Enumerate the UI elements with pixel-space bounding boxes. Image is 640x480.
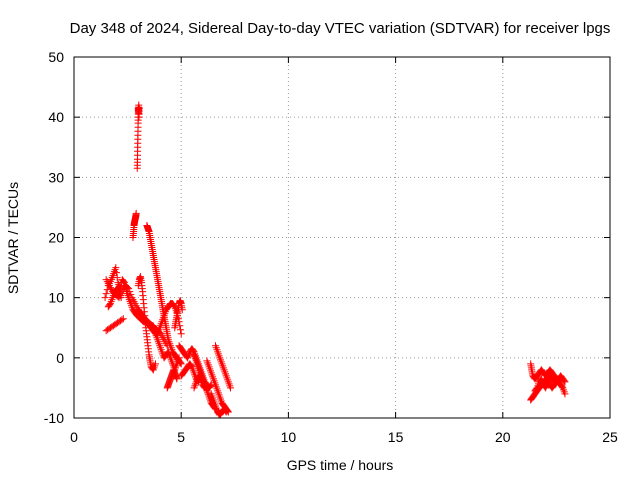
data-point	[151, 329, 159, 337]
data-point	[550, 378, 558, 386]
data-point	[222, 407, 230, 415]
data-point	[177, 330, 185, 338]
data-point	[176, 326, 184, 334]
data-point	[135, 104, 143, 112]
data-point	[227, 384, 235, 392]
chart-title: Day 348 of 2024, Sidereal Day-to-day VTE…	[70, 20, 611, 37]
data-point	[173, 375, 181, 383]
data-point	[561, 390, 569, 398]
data-point	[118, 316, 126, 324]
data-point	[117, 294, 125, 302]
data-point	[189, 347, 197, 355]
data-point	[175, 354, 183, 362]
data-point	[222, 408, 230, 416]
data-point	[187, 362, 195, 370]
x-tick-label: 0	[70, 429, 78, 445]
data-point	[124, 284, 132, 292]
x-tick-labels: 0 5 10 15 20 25	[70, 429, 618, 445]
data-point	[114, 287, 122, 295]
data-point	[125, 285, 133, 293]
data-point	[126, 288, 134, 296]
y-tick-label: 0	[56, 350, 64, 366]
x-tick-label: 25	[602, 429, 618, 445]
y-tick-label: 50	[48, 49, 64, 65]
data-point	[101, 294, 109, 302]
y-tick-labels: -10 0 10 20 30 40 50	[44, 49, 64, 426]
y-tick-label: -10	[44, 410, 64, 426]
data-point	[127, 291, 135, 299]
data-point	[196, 374, 204, 382]
y-tick-label: 20	[48, 230, 64, 246]
y-tick-label: 40	[48, 109, 64, 125]
data-point	[151, 360, 159, 368]
x-tick-label: 20	[495, 429, 511, 445]
data-point	[561, 378, 569, 386]
data-point	[113, 269, 121, 277]
data-point	[113, 274, 121, 282]
data-point	[207, 382, 215, 390]
axis-ticks	[73, 56, 611, 419]
x-axis-label: GPS time / hours	[287, 457, 394, 473]
data-point	[550, 377, 558, 385]
x-tick-label: 10	[281, 429, 297, 445]
data-point	[132, 209, 140, 217]
y-tick-label: 30	[48, 169, 64, 185]
x-tick-label: 15	[388, 429, 404, 445]
data-point	[119, 315, 127, 323]
y-axis-label: SDTVAR / TECUs	[5, 182, 21, 294]
data-point	[106, 301, 114, 309]
data-point	[112, 264, 120, 272]
data-point	[178, 306, 186, 314]
data-point	[532, 385, 540, 393]
data-points	[101, 101, 569, 419]
x-tick-label: 5	[177, 429, 185, 445]
data-point	[558, 383, 566, 391]
y-tick-label: 10	[48, 290, 64, 306]
data-point	[201, 384, 209, 392]
data-point	[102, 290, 110, 298]
data-point	[560, 377, 568, 385]
data-point	[200, 383, 208, 391]
data-point	[120, 278, 128, 286]
grid	[74, 57, 610, 418]
